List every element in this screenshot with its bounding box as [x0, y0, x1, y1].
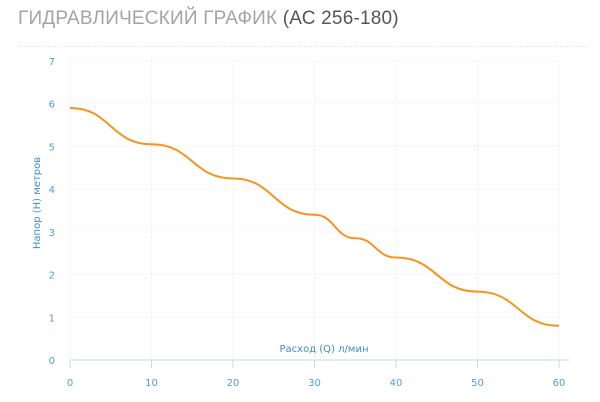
axes — [69, 359, 569, 368]
x-tick-label: 40 — [390, 378, 403, 389]
title-model: (АС 256-180) — [282, 8, 399, 29]
chart-title: ГИДРАВЛИЧЕСКИЙ ГРАФИК (АС 256-180) — [18, 8, 399, 30]
x-tick-label: 60 — [553, 378, 566, 389]
series-line — [69, 106, 560, 327]
y-tick-label: 6 — [49, 100, 55, 111]
y-tick-label: 2 — [49, 271, 55, 282]
grid — [69, 60, 560, 360]
title-main: ГИДРАВЛИЧЕСКИЙ ГРАФИК — [18, 8, 278, 29]
x-tick-label: 10 — [145, 378, 158, 389]
y-tick-label: 1 — [49, 313, 55, 324]
title-divider — [18, 46, 588, 47]
series — [69, 106, 560, 327]
y-tick-label: 0 — [49, 356, 55, 367]
y-tick-label: 7 — [49, 57, 55, 68]
y-tick-label: 5 — [49, 142, 55, 153]
y-tick-label: 3 — [49, 228, 55, 239]
x-axis-label: Расход (Q) л/мин — [280, 344, 369, 355]
x-tick-label: 50 — [471, 378, 484, 389]
x-tick-label: 20 — [227, 378, 240, 389]
y-axis-label: Напор (H) метров — [32, 157, 43, 249]
x-tick-label: 0 — [67, 378, 73, 389]
tick-labels: 0 10 20 30 40 50 60 0 1 2 3 4 5 6 7 — [49, 57, 566, 389]
x-tick-label: 30 — [308, 378, 321, 389]
y-tick-label: 4 — [49, 185, 55, 196]
